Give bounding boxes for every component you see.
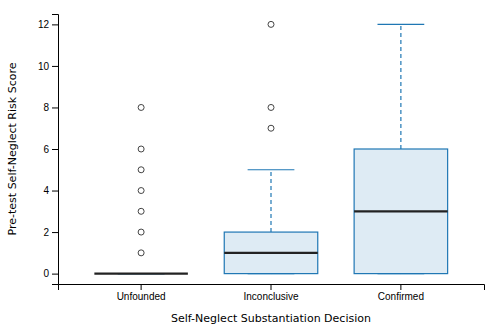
- plot-area: 0 2 4 6 8 10 12 Unfounded Inconclusive Confirmed: [38, 15, 485, 303]
- chart: 0 2 4 6 8 10 12 Unfounded Inconclusive Confirmed S…: [0, 0, 500, 332]
- box: [354, 149, 448, 274]
- x-tick-mark: [141, 284, 142, 290]
- x-tick-label: Unfounded: [117, 291, 166, 302]
- box-group: [354, 24, 448, 273]
- x-tick: Unfounded: [117, 284, 166, 302]
- y-tick-mark: [52, 232, 58, 233]
- y-tick-mark: [52, 24, 58, 25]
- y-tick: 4: [43, 185, 58, 196]
- y-tick-mark: [52, 149, 58, 150]
- x-axis-title: Self-Neglect Substantiation Decision: [171, 312, 371, 325]
- x-axis: Unfounded Inconclusive Confirmed: [59, 284, 485, 302]
- outlier: [138, 250, 144, 256]
- y-tick: 0: [43, 268, 58, 279]
- y-tick-label: 6: [43, 144, 49, 155]
- median: [224, 252, 318, 254]
- outlier: [268, 21, 274, 27]
- x-tick-label: Confirmed: [378, 291, 424, 302]
- y-tick: 12: [38, 19, 58, 30]
- outlier: [138, 167, 144, 173]
- box-group: [224, 21, 318, 273]
- y-tick: 10: [38, 61, 58, 72]
- y-tick-mark: [52, 66, 58, 67]
- outlier: [268, 104, 274, 110]
- x-tick-mark: [271, 284, 272, 290]
- y-tick-label: 10: [38, 61, 50, 72]
- y-tick: 6: [43, 144, 58, 155]
- y-tick-mark: [52, 107, 58, 108]
- cap-high: [378, 24, 425, 25]
- y-tick-mark: [52, 191, 58, 192]
- x-tick-mark: [400, 284, 401, 290]
- whisker-high: [400, 24, 401, 149]
- y-tick-mark: [52, 274, 58, 275]
- y-tick-label: 8: [43, 102, 49, 113]
- y-tick: 8: [43, 102, 58, 113]
- outlier: [138, 146, 144, 152]
- box: [94, 273, 188, 274]
- boxes: [94, 21, 447, 273]
- box: [224, 232, 318, 274]
- x-tick: Confirmed: [378, 284, 424, 302]
- outlier: [138, 188, 144, 194]
- y-axis-title: Pre-test Self-Neglect Risk Score: [6, 62, 19, 235]
- outlier: [268, 125, 274, 131]
- x-tick: Inconclusive: [243, 284, 298, 302]
- x-tick-label: Inconclusive: [243, 291, 298, 302]
- cap-high: [248, 169, 295, 170]
- median: [94, 273, 188, 275]
- y-tick-label: 4: [43, 185, 49, 196]
- box-group: [94, 104, 188, 273]
- y-tick: 2: [43, 227, 58, 238]
- median: [354, 210, 448, 212]
- outlier: [138, 104, 144, 110]
- whisker-high: [270, 170, 271, 232]
- outlier: [138, 229, 144, 235]
- y-axis-line: [52, 15, 59, 285]
- y-tick-label: 2: [43, 227, 49, 238]
- y-axis: 0 2 4 6 8 10 12: [38, 15, 59, 285]
- x-axis-line: [59, 285, 485, 291]
- outlier: [138, 208, 144, 214]
- y-tick-label: 0: [43, 268, 49, 279]
- y-tick-label: 12: [38, 19, 50, 30]
